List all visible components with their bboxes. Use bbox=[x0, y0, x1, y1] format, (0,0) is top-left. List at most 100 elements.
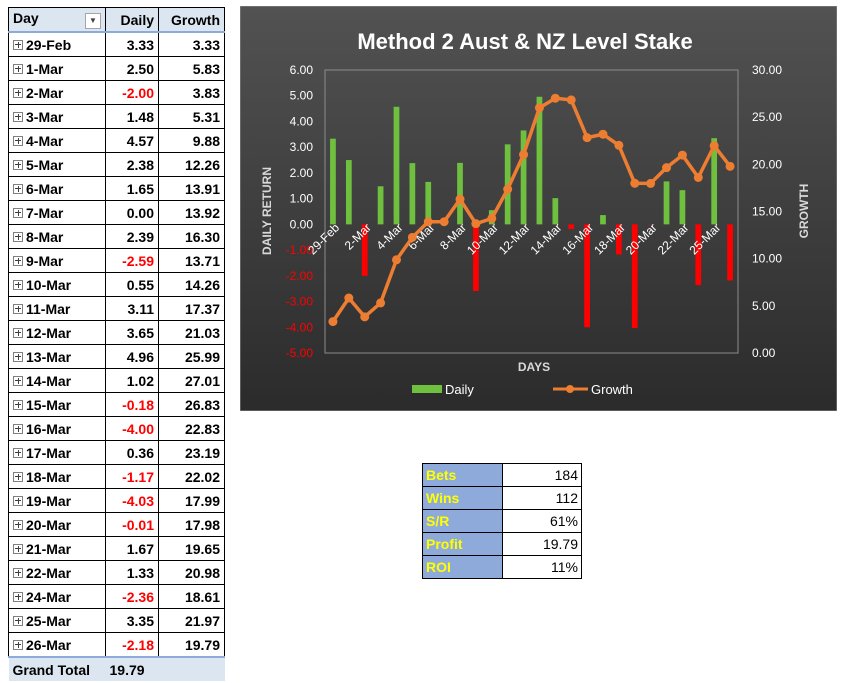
day-label: 5-Mar bbox=[26, 156, 64, 173]
grand-total-spacer bbox=[158, 656, 225, 681]
daily-bar bbox=[473, 224, 479, 291]
table-row: 19-Mar -4.03 17.99 bbox=[8, 488, 225, 513]
growth-line-series bbox=[328, 93, 735, 327]
y2-tick-label: 25.00 bbox=[752, 110, 782, 124]
day-label: 15-Mar bbox=[26, 396, 72, 413]
stat-value: 11% bbox=[502, 555, 582, 579]
daily-bar bbox=[409, 163, 416, 225]
expand-icon[interactable] bbox=[13, 591, 23, 602]
day-label: 16-Mar bbox=[26, 420, 72, 437]
growth-point bbox=[487, 213, 497, 223]
expand-icon[interactable] bbox=[13, 39, 23, 50]
expand-icon[interactable] bbox=[13, 63, 23, 74]
chart-container: Method 2 Aust & NZ Level Stake DAILY RET… bbox=[239, 5, 838, 412]
expand-icon[interactable] bbox=[13, 639, 23, 650]
chart-title: Method 2 Aust & NZ Level Stake bbox=[357, 29, 692, 54]
expand-icon[interactable] bbox=[13, 543, 23, 554]
legend-daily-label: Daily bbox=[445, 382, 474, 397]
y-tick-labels: -5.00 -4.00 -3.00 -2.00 -1.00 0.00 1.00 2.00 3.0… bbox=[286, 63, 314, 360]
expand-icon[interactable] bbox=[13, 327, 23, 338]
daily-bar bbox=[695, 224, 702, 286]
expand-icon[interactable] bbox=[13, 615, 23, 626]
stats-row: Wins 112 bbox=[422, 486, 582, 510]
expand-icon[interactable] bbox=[13, 423, 23, 434]
daily-cell: -4.03 bbox=[105, 488, 159, 513]
day-cell: 2-Mar bbox=[8, 80, 106, 105]
growth-cell: 21.03 bbox=[158, 320, 225, 345]
growth-cell: 3.33 bbox=[158, 31, 225, 57]
daily-bar bbox=[457, 162, 463, 225]
growth-cell: 19.65 bbox=[158, 536, 225, 561]
legend-growth-marker bbox=[566, 385, 574, 393]
expand-icon[interactable] bbox=[13, 471, 23, 482]
expand-icon[interactable] bbox=[13, 567, 23, 578]
expand-icon[interactable] bbox=[13, 279, 23, 290]
table-row: 15-Mar -0.18 26.83 bbox=[8, 392, 225, 417]
expand-icon[interactable] bbox=[13, 159, 23, 170]
y-tick-label: 0.00 bbox=[290, 217, 314, 231]
daily-bar bbox=[361, 224, 368, 276]
growth-cell: 25.99 bbox=[158, 344, 225, 369]
day-label: 18-Mar bbox=[26, 468, 72, 485]
expand-icon[interactable] bbox=[13, 351, 23, 362]
growth-cell: 13.91 bbox=[158, 176, 225, 201]
growth-point bbox=[550, 93, 560, 103]
expand-icon[interactable] bbox=[13, 399, 23, 410]
stats-row: S/R 61% bbox=[422, 509, 582, 533]
daily-cell: -4.00 bbox=[105, 416, 159, 441]
expand-icon[interactable] bbox=[13, 447, 23, 458]
day-column-header[interactable]: Day ▼ bbox=[8, 7, 106, 33]
table-row: 11-Mar 3.11 17.37 bbox=[8, 296, 225, 321]
expand-icon[interactable] bbox=[13, 375, 23, 386]
y2-tick-label: 5.00 bbox=[752, 299, 776, 313]
daily-cell: 2.39 bbox=[105, 224, 159, 249]
growth-point bbox=[344, 293, 354, 303]
day-label: 20-Mar bbox=[26, 516, 72, 533]
expand-icon[interactable] bbox=[13, 111, 23, 122]
growth-point bbox=[662, 163, 672, 173]
combo-chart: Method 2 Aust & NZ Level Stake DAILY RET… bbox=[239, 5, 838, 412]
daily-cell: -2.36 bbox=[105, 584, 159, 609]
stats-row: ROI 11% bbox=[422, 555, 582, 579]
daily-cell: 1.48 bbox=[105, 104, 159, 129]
day-cell: 4-Mar bbox=[8, 128, 106, 153]
table-row: 1-Mar 2.50 5.83 bbox=[8, 56, 225, 81]
y-tick-label: 6.00 bbox=[290, 63, 314, 77]
table-row: 25-Mar 3.35 21.97 bbox=[8, 608, 225, 633]
day-cell: 14-Mar bbox=[8, 368, 106, 393]
growth-point bbox=[423, 217, 433, 227]
expand-icon[interactable] bbox=[13, 231, 23, 242]
expand-icon[interactable] bbox=[13, 207, 23, 218]
day-cell: 29-Feb bbox=[8, 31, 106, 57]
growth-cell: 22.83 bbox=[158, 416, 225, 441]
day-header-label: Day bbox=[13, 10, 39, 26]
expand-icon[interactable] bbox=[13, 519, 23, 530]
growth-cell: 3.83 bbox=[158, 80, 225, 105]
growth-cell: 17.98 bbox=[158, 512, 225, 537]
expand-icon[interactable] bbox=[13, 495, 23, 506]
table-row: 17-Mar 0.36 23.19 bbox=[8, 440, 225, 465]
grand-total-value: 19.79 bbox=[105, 656, 159, 681]
y2-axis-title: GROWTH bbox=[797, 184, 811, 239]
grand-total-label: Grand Total bbox=[8, 656, 106, 681]
daily-bar bbox=[345, 160, 352, 225]
growth-point bbox=[360, 312, 370, 322]
expand-icon[interactable] bbox=[13, 303, 23, 314]
expand-icon[interactable] bbox=[13, 183, 23, 194]
expand-icon[interactable] bbox=[13, 255, 23, 266]
growth-point bbox=[646, 178, 656, 188]
stat-label: Profit bbox=[422, 532, 503, 556]
day-label: 2-Mar bbox=[26, 84, 64, 101]
expand-icon[interactable] bbox=[13, 135, 23, 146]
daily-cell: -1.17 bbox=[105, 464, 159, 489]
growth-cell: 26.83 bbox=[158, 392, 225, 417]
growth-point bbox=[407, 232, 417, 242]
table-row: 26-Mar -2.18 19.79 bbox=[8, 632, 225, 658]
filter-dropdown-icon[interactable]: ▼ bbox=[85, 13, 101, 29]
table-row: 6-Mar 1.65 13.91 bbox=[8, 176, 225, 201]
expand-icon[interactable] bbox=[13, 87, 23, 98]
growth-point bbox=[328, 317, 338, 327]
daily-cell: -2.18 bbox=[105, 632, 159, 658]
pivot-table: Day ▼ Daily Growth 29-Feb 3.33 3.33 1-Mar 2.… bbox=[8, 7, 225, 681]
day-label: 11-Mar bbox=[26, 300, 71, 317]
